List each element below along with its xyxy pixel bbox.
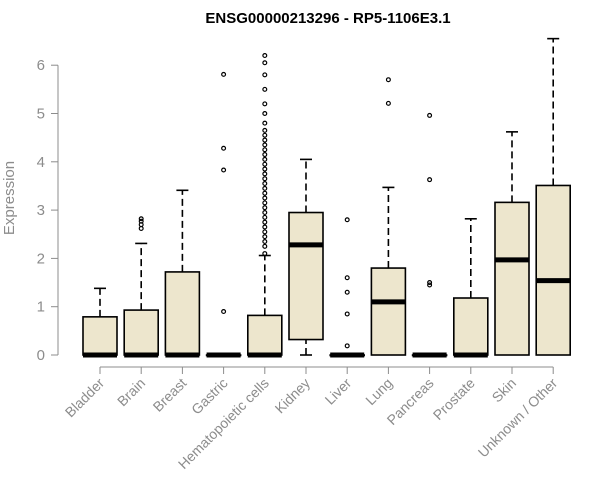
outlier-point (262, 127, 268, 133)
box-pancreas (411, 112, 448, 358)
y-tick-label: 6 (37, 57, 45, 74)
outlier-point (344, 217, 350, 223)
outlier-point (427, 112, 433, 118)
outlier-point (262, 205, 268, 211)
outlier-point (344, 289, 350, 295)
box-prostate (452, 217, 489, 358)
box-body (123, 309, 159, 356)
outlier-point (262, 110, 268, 116)
box-body (452, 297, 489, 356)
outlier-point (262, 190, 268, 196)
y-axis-label: Expression (1, 161, 18, 235)
y-tick-label: 3 (37, 202, 45, 219)
outlier-point (262, 243, 268, 249)
outlier-point (262, 214, 268, 220)
outlier-point (262, 161, 268, 167)
box-lung (370, 77, 407, 356)
outlier-point (262, 195, 268, 201)
box-brain (123, 216, 159, 358)
outlier-point (427, 282, 433, 288)
x-tick-label: Skin (489, 375, 520, 406)
box-kidney (288, 158, 324, 356)
outlier-point (262, 101, 268, 107)
outlier-point (221, 145, 227, 151)
outlier-point (262, 234, 268, 240)
outlier-point (344, 311, 350, 317)
x-tick-label: Bladder (62, 375, 108, 421)
y-tick-label: 4 (37, 154, 45, 171)
outlier-point (262, 120, 268, 126)
outlier-point (262, 229, 268, 235)
outlier-point (262, 86, 268, 92)
outlier-point (262, 60, 268, 66)
outlier-point (262, 185, 268, 191)
x-tick-label: Liver (322, 375, 355, 408)
outlier-point (262, 132, 268, 138)
outlier-point (262, 219, 268, 225)
box-body (164, 271, 201, 356)
outlier-point (262, 210, 268, 216)
box-bladder (82, 287, 118, 358)
outlier-point (262, 72, 268, 78)
box-breast (164, 189, 201, 358)
box-body (288, 211, 324, 341)
box-body (247, 314, 283, 356)
box-body (494, 201, 530, 356)
outlier-point (262, 238, 268, 244)
x-tick-label: Lung (362, 375, 395, 408)
outlier-point (262, 181, 268, 187)
box-skin (494, 131, 530, 356)
outlier-point (262, 251, 268, 257)
outlier-point (262, 156, 268, 162)
outlier-point (262, 53, 268, 59)
chart-title: ENSG00000213296 - RP5-1106E3.1 (205, 10, 450, 27)
x-tick-label: Prostate (430, 375, 478, 423)
outlier-point (262, 171, 268, 177)
outlier-point (221, 309, 227, 315)
x-tick-label: Brain (114, 375, 148, 409)
outlier-point (262, 152, 268, 158)
outlier-point (221, 167, 227, 173)
box-unknown-other (535, 37, 572, 356)
outlier-point (138, 225, 144, 231)
outlier-point (385, 100, 391, 106)
outlier-point (138, 216, 144, 222)
outlier-point (262, 137, 268, 143)
y-tick-label: 5 (37, 106, 45, 123)
box-gastric (205, 71, 242, 358)
box-body (82, 316, 118, 356)
y-tick-label: 2 (37, 250, 45, 267)
box-body (370, 267, 407, 356)
outlier-point (262, 224, 268, 230)
outlier-point (262, 147, 268, 153)
outlier-point (221, 71, 227, 77)
x-tick-label: Kidney (272, 375, 314, 417)
outlier-point (262, 200, 268, 206)
boxes-layer (82, 37, 572, 358)
outlier-point (262, 176, 268, 182)
outlier-point (344, 343, 350, 349)
y-axis: 0 1 2 3 4 5 6 (37, 57, 59, 364)
box-body (535, 184, 572, 356)
y-tick-label: 1 (37, 299, 45, 316)
outlier-point (427, 177, 433, 183)
outlier-point (385, 77, 391, 83)
outlier-point (427, 280, 433, 286)
outlier-point (138, 218, 144, 224)
y-tick-label: 0 (37, 347, 45, 364)
box-hematopoietic-cells (247, 53, 283, 358)
outlier-point (262, 166, 268, 172)
outlier-point (262, 142, 268, 148)
x-tick-label: Breast (150, 375, 190, 415)
box-liver (329, 217, 366, 358)
outlier-point (344, 275, 350, 281)
